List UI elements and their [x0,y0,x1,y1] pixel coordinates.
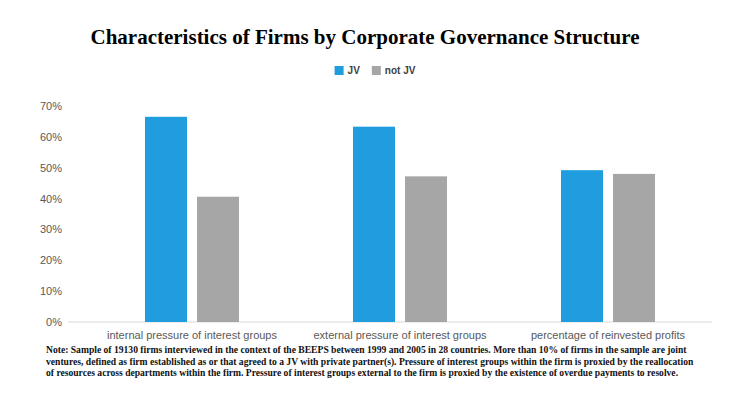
y-tick-label: 50% [40,162,62,174]
y-tick-label: 40% [40,193,62,205]
y-tick-label: 30% [40,223,62,235]
bar [353,127,395,322]
title: Characteristics of Firms by Corporate Go… [91,25,640,49]
legend-swatch [335,66,344,75]
bar [405,176,447,322]
y-tick-label: 70% [40,100,62,112]
bars [145,117,655,322]
x-tick-label: percentage of reinvested profits [531,329,686,341]
bar [561,170,603,322]
y-tick-label: 0% [46,316,62,328]
x-tick-label: internal pressure of interest groups [107,329,277,341]
bar [613,174,655,322]
y-tick-label: 10% [40,285,62,297]
bar [145,117,187,322]
bar [197,197,239,322]
y-tick-label: 60% [40,131,62,143]
note: Note: Sample of 19130 firms interviewed … [46,344,696,379]
legend-label: not JV [385,65,416,76]
x-tick-label: external pressure of interest groups [313,329,487,341]
y-tick-label: 20% [40,254,62,266]
legend-swatch [372,66,381,75]
legend-label: JV [348,65,361,76]
